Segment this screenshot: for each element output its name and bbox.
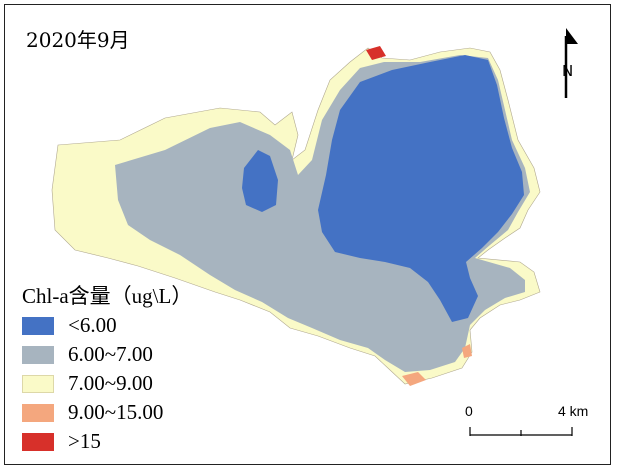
- legend-label: 7.00~9.00: [68, 371, 153, 395]
- lake-low-zone: [318, 55, 524, 322]
- legend-swatch: [22, 374, 54, 393]
- lake-west-low-patch: [242, 150, 278, 212]
- hotspot-southeast: [462, 344, 472, 358]
- scale-start-label: 0: [465, 403, 473, 419]
- legend-item: 9.00~15.00: [22, 398, 163, 427]
- hotspot-north: [366, 46, 386, 60]
- legend-swatch: [22, 316, 54, 335]
- legend-swatch: [22, 432, 54, 451]
- legend-swatch: [22, 403, 54, 422]
- scale-bar: [469, 427, 573, 436]
- north-label: N: [562, 62, 574, 80]
- map-title: 2020年9月: [26, 28, 130, 52]
- legend-item: <6.00: [22, 311, 163, 340]
- legend-label: 6.00~7.00: [68, 342, 153, 366]
- legend-label: >15: [68, 429, 101, 453]
- legend-item: 6.00~7.00: [22, 340, 163, 369]
- legend-item: >15: [22, 427, 163, 456]
- legend-label: 9.00~15.00: [68, 400, 164, 424]
- north-arrow-icon: [564, 28, 578, 98]
- hotspot-south: [402, 372, 426, 386]
- legend-title: Chl-a含量（ug\L）: [22, 284, 193, 308]
- legend-label: <6.00: [68, 313, 117, 337]
- legend-item: 7.00~9.00: [22, 369, 163, 398]
- legend: <6.00 6.00~7.00 7.00~9.00 9.00~15.00 >15: [22, 311, 163, 456]
- legend-swatch: [22, 345, 54, 364]
- scale-end-label: 4 km: [558, 403, 589, 419]
